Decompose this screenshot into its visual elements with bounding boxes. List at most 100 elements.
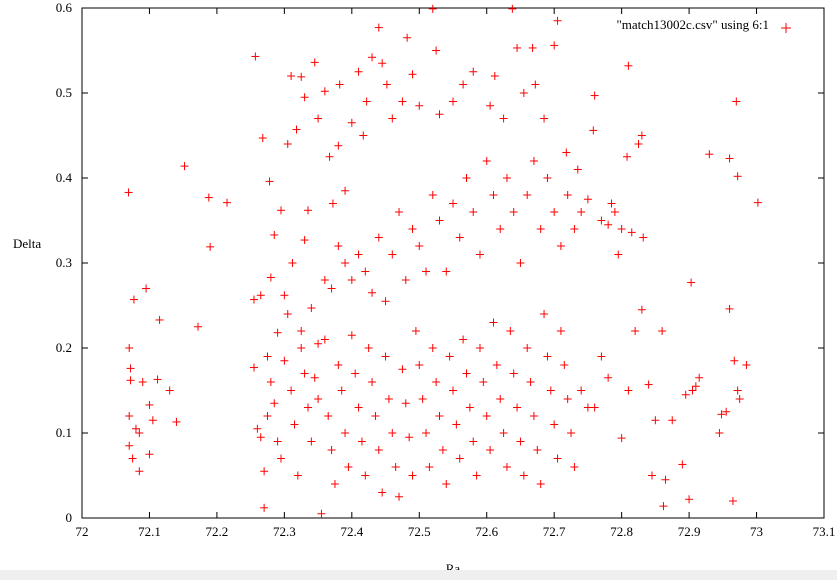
data-point bbox=[325, 152, 334, 161]
data-point bbox=[526, 378, 535, 386]
data-point bbox=[631, 327, 640, 335]
data-point bbox=[280, 291, 289, 300]
data-point bbox=[449, 199, 457, 208]
data-point bbox=[479, 378, 488, 386]
data-point bbox=[442, 267, 451, 276]
data-point bbox=[223, 198, 232, 207]
x-tick-label: 73.1 bbox=[813, 524, 836, 539]
data-point bbox=[499, 114, 508, 123]
data-point bbox=[647, 471, 656, 480]
data-point bbox=[125, 412, 134, 420]
data-point bbox=[418, 395, 427, 403]
data-point bbox=[553, 454, 562, 463]
data-point bbox=[536, 225, 545, 233]
data-point bbox=[577, 208, 586, 216]
data-point bbox=[681, 390, 690, 399]
data-point bbox=[250, 295, 259, 304]
data-point bbox=[455, 233, 464, 242]
x-axis: 72 72.1 72.2 72.3 72.4 72.5 72.6 72.7 72.8 72.9 73… bbox=[76, 8, 836, 539]
data-point bbox=[361, 267, 370, 276]
data-point bbox=[324, 412, 333, 420]
data-point bbox=[604, 220, 613, 229]
y-tick-label: 0.1 bbox=[56, 425, 72, 440]
data-point bbox=[250, 363, 259, 372]
data-point bbox=[128, 454, 137, 463]
data-point bbox=[624, 386, 633, 395]
data-point bbox=[258, 134, 267, 143]
data-point bbox=[276, 206, 285, 215]
data-point bbox=[687, 278, 696, 287]
data-point bbox=[135, 467, 144, 476]
data-point bbox=[688, 386, 697, 395]
data-point bbox=[715, 429, 724, 437]
data-point bbox=[320, 335, 329, 344]
data-point bbox=[685, 495, 694, 504]
data-point bbox=[540, 114, 549, 123]
data-point bbox=[550, 208, 559, 216]
data-point bbox=[543, 352, 552, 361]
data-point bbox=[543, 174, 552, 182]
data-point bbox=[381, 352, 390, 361]
data-point bbox=[361, 471, 370, 480]
data-point bbox=[563, 395, 572, 403]
data-point bbox=[300, 93, 309, 102]
data-point bbox=[452, 420, 461, 429]
data-point bbox=[374, 446, 383, 454]
data-point bbox=[432, 378, 441, 386]
data-point bbox=[328, 199, 337, 208]
data-point bbox=[165, 386, 174, 395]
data-point bbox=[627, 228, 636, 237]
data-point bbox=[499, 429, 508, 437]
x-tick-label: 72.2 bbox=[206, 524, 229, 539]
data-point bbox=[401, 399, 410, 408]
data-point bbox=[256, 291, 265, 300]
data-point bbox=[540, 310, 549, 318]
data-point bbox=[604, 373, 613, 382]
data-point bbox=[560, 361, 569, 369]
data-point bbox=[270, 230, 279, 239]
data-point bbox=[516, 259, 525, 267]
data-point bbox=[307, 304, 316, 313]
data-point bbox=[378, 488, 387, 497]
data-point bbox=[135, 429, 144, 437]
data-point bbox=[722, 407, 731, 416]
data-point bbox=[155, 315, 164, 324]
data-point bbox=[733, 386, 742, 395]
data-point bbox=[347, 276, 356, 284]
data-point bbox=[623, 152, 632, 161]
data-point bbox=[415, 101, 424, 110]
data-point bbox=[422, 267, 431, 276]
legend-marker bbox=[781, 23, 791, 33]
data-point bbox=[395, 492, 404, 501]
data-point bbox=[597, 352, 606, 361]
data-points bbox=[124, 4, 762, 518]
data-point bbox=[320, 87, 329, 96]
data-point bbox=[283, 310, 292, 318]
plot-frame bbox=[81, 7, 825, 519]
data-point bbox=[462, 369, 471, 378]
data-point bbox=[351, 369, 360, 378]
data-point bbox=[125, 441, 134, 450]
data-point bbox=[465, 403, 474, 412]
data-point bbox=[362, 97, 371, 106]
data-point bbox=[508, 4, 517, 13]
data-point bbox=[583, 195, 592, 204]
data-point bbox=[728, 497, 737, 505]
data-point bbox=[469, 67, 478, 76]
data-point bbox=[553, 16, 562, 25]
data-point bbox=[408, 70, 417, 79]
data-point bbox=[378, 59, 387, 68]
data-point bbox=[523, 344, 532, 352]
data-point bbox=[263, 352, 272, 361]
data-point bbox=[435, 216, 444, 225]
data-point bbox=[288, 259, 297, 267]
data-point bbox=[472, 471, 481, 480]
data-point bbox=[330, 480, 339, 488]
data-point bbox=[533, 446, 542, 454]
data-point bbox=[314, 114, 323, 123]
x-tick-label: 72.5 bbox=[408, 524, 431, 539]
data-point bbox=[570, 463, 579, 471]
data-point bbox=[337, 386, 346, 395]
data-point bbox=[482, 157, 491, 165]
data-point bbox=[730, 356, 739, 365]
